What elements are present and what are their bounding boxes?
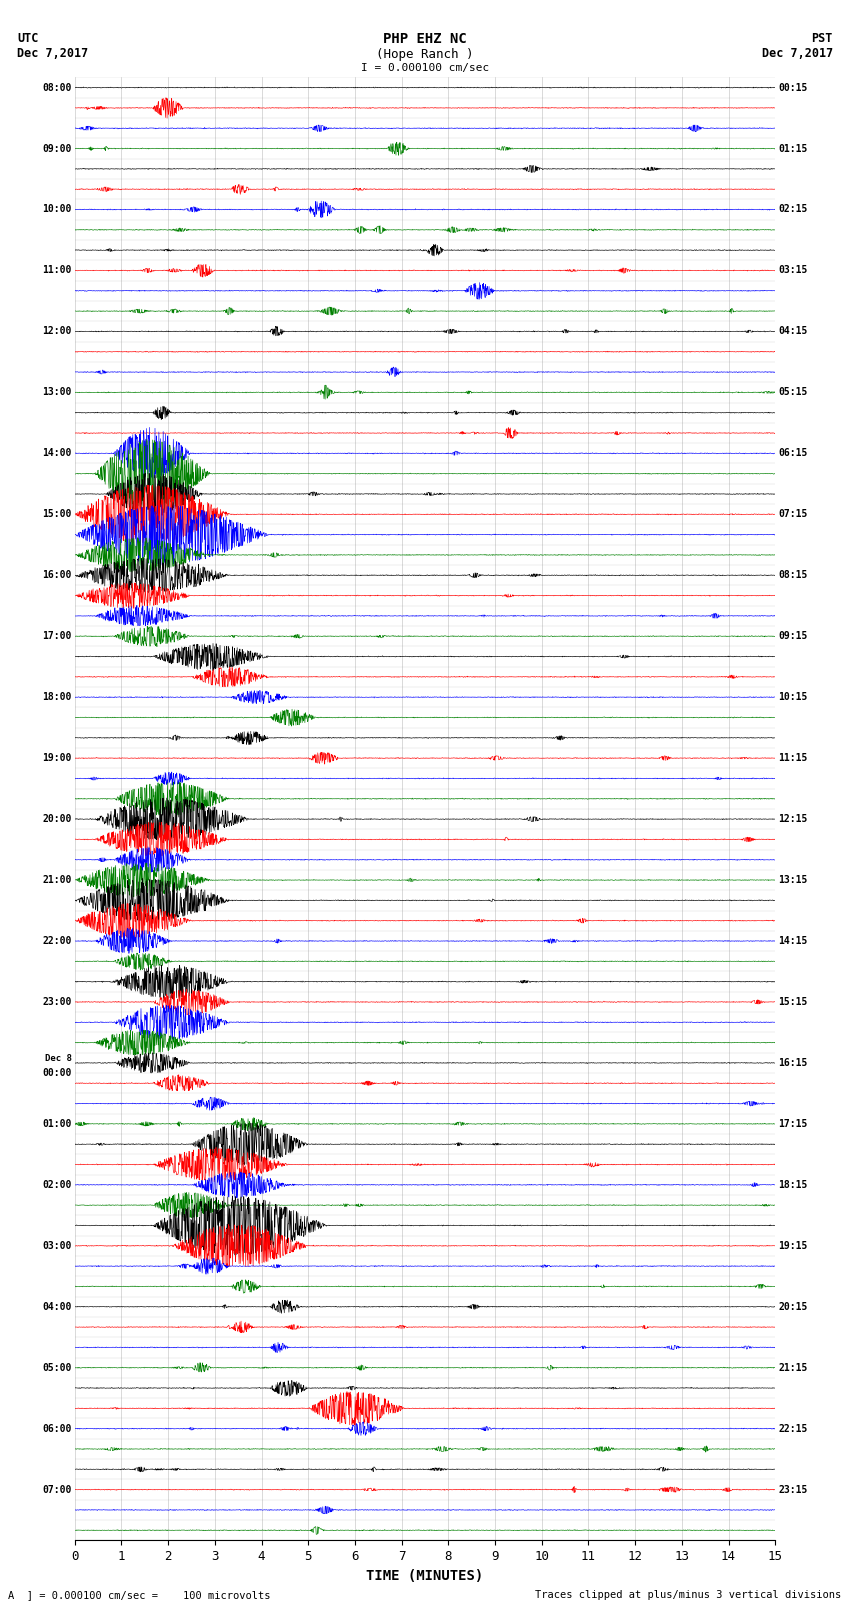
Text: 02:15: 02:15 (779, 205, 808, 215)
Text: 09:15: 09:15 (779, 631, 808, 642)
X-axis label: TIME (MINUTES): TIME (MINUTES) (366, 1569, 484, 1582)
Text: 11:15: 11:15 (779, 753, 808, 763)
Text: I = 0.000100 cm/sec: I = 0.000100 cm/sec (361, 63, 489, 73)
Text: 22:15: 22:15 (779, 1424, 808, 1434)
Text: 17:15: 17:15 (779, 1119, 808, 1129)
Text: 14:15: 14:15 (779, 936, 808, 945)
Text: 15:00: 15:00 (42, 510, 71, 519)
Text: 21:15: 21:15 (779, 1363, 808, 1373)
Text: 17:00: 17:00 (42, 631, 71, 642)
Text: Dec 8: Dec 8 (44, 1053, 71, 1063)
Text: UTC: UTC (17, 32, 38, 45)
Text: 20:15: 20:15 (779, 1302, 808, 1311)
Text: 23:15: 23:15 (779, 1484, 808, 1495)
Text: 23:00: 23:00 (42, 997, 71, 1007)
Text: 02:00: 02:00 (42, 1179, 71, 1190)
Text: (Hope Ranch ): (Hope Ranch ) (377, 48, 473, 61)
Text: 12:15: 12:15 (779, 815, 808, 824)
Text: 00:15: 00:15 (779, 82, 808, 92)
Text: Dec 7,2017: Dec 7,2017 (762, 47, 833, 60)
Text: 13:00: 13:00 (42, 387, 71, 397)
Text: 10:15: 10:15 (779, 692, 808, 702)
Text: 01:15: 01:15 (779, 144, 808, 153)
Text: 08:00: 08:00 (42, 82, 71, 92)
Text: 19:00: 19:00 (42, 753, 71, 763)
Text: 11:00: 11:00 (42, 266, 71, 276)
Text: 19:15: 19:15 (779, 1240, 808, 1250)
Text: 16:15: 16:15 (779, 1058, 808, 1068)
Text: 04:00: 04:00 (42, 1302, 71, 1311)
Text: 00:00: 00:00 (42, 1068, 71, 1077)
Text: 15:15: 15:15 (779, 997, 808, 1007)
Text: PST: PST (812, 32, 833, 45)
Text: 08:15: 08:15 (779, 571, 808, 581)
Text: 03:00: 03:00 (42, 1240, 71, 1250)
Text: Traces clipped at plus/minus 3 vertical divisions: Traces clipped at plus/minus 3 vertical … (536, 1590, 842, 1600)
Text: 06:00: 06:00 (42, 1424, 71, 1434)
Text: PHP EHZ NC: PHP EHZ NC (383, 32, 467, 47)
Text: 03:15: 03:15 (779, 266, 808, 276)
Text: 05:15: 05:15 (779, 387, 808, 397)
Text: 09:00: 09:00 (42, 144, 71, 153)
Text: 20:00: 20:00 (42, 815, 71, 824)
Text: Dec 7,2017: Dec 7,2017 (17, 47, 88, 60)
Text: 21:00: 21:00 (42, 874, 71, 886)
Text: 06:15: 06:15 (779, 448, 808, 458)
Text: 18:15: 18:15 (779, 1179, 808, 1190)
Text: 12:00: 12:00 (42, 326, 71, 337)
Text: 01:00: 01:00 (42, 1119, 71, 1129)
Text: 07:00: 07:00 (42, 1484, 71, 1495)
Text: A  ] = 0.000100 cm/sec =    100 microvolts: A ] = 0.000100 cm/sec = 100 microvolts (8, 1590, 271, 1600)
Text: 22:00: 22:00 (42, 936, 71, 945)
Text: 07:15: 07:15 (779, 510, 808, 519)
Text: 05:00: 05:00 (42, 1363, 71, 1373)
Text: 04:15: 04:15 (779, 326, 808, 337)
Text: 18:00: 18:00 (42, 692, 71, 702)
Text: 10:00: 10:00 (42, 205, 71, 215)
Text: 13:15: 13:15 (779, 874, 808, 886)
Text: 16:00: 16:00 (42, 571, 71, 581)
Text: 14:00: 14:00 (42, 448, 71, 458)
